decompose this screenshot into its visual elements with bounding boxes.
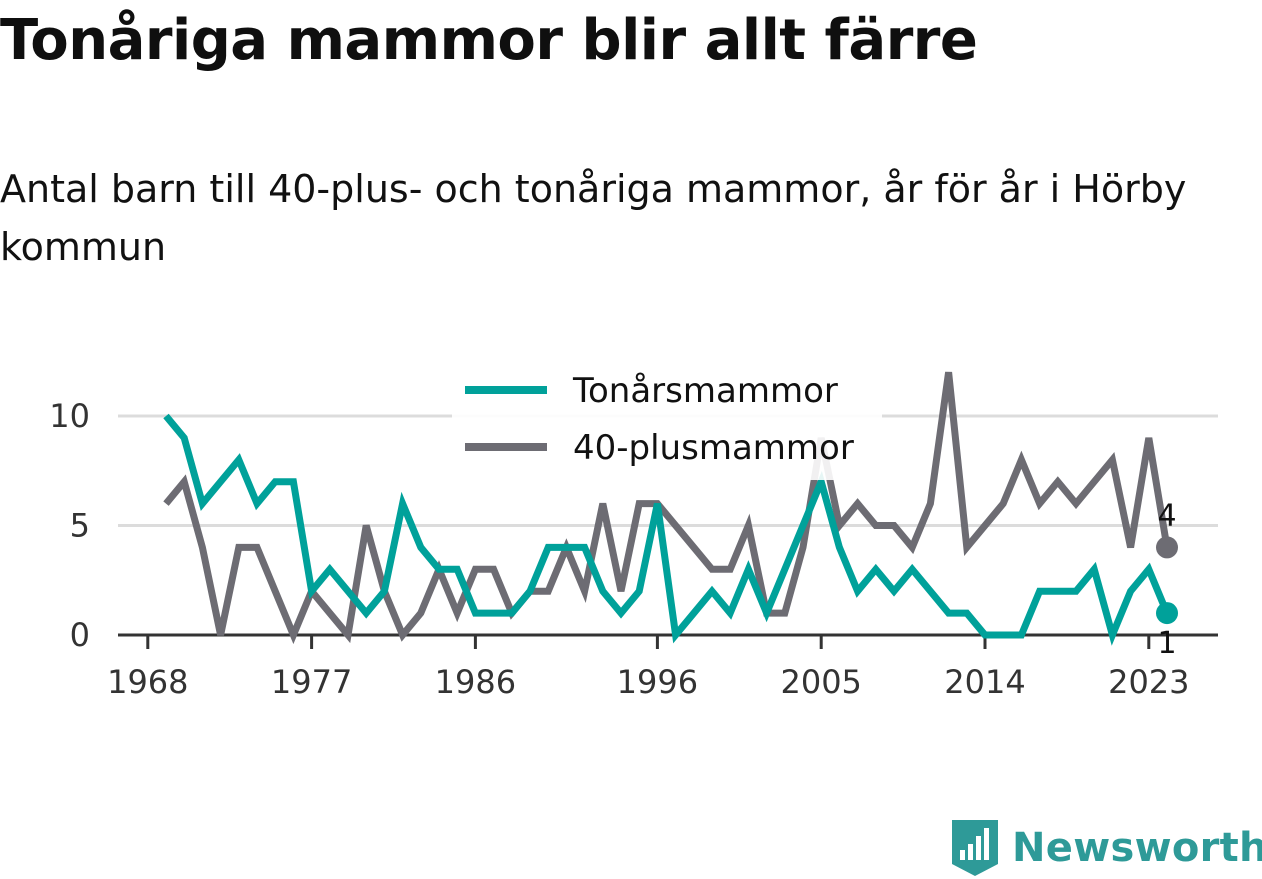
legend: Tonårsmammor 40-plusmammor <box>452 360 882 480</box>
end-marker <box>1156 602 1178 625</box>
legend-background <box>452 360 882 480</box>
end-markers: 14 <box>1156 498 1178 661</box>
end-marker <box>1156 536 1178 559</box>
y-tick-label: 0 <box>70 616 90 654</box>
chart-title: Tonåriga mammor blir allt färre <box>0 8 978 73</box>
series-line-40-plusmammor <box>163 371 1171 645</box>
axes: 0 5 10 1968 1977 1986 1996 2005 2014 2023 <box>49 397 1218 701</box>
x-tick-label: 1977 <box>271 663 352 701</box>
bar-chart-logo-icon <box>952 820 998 876</box>
chart-subtitle: Antal barn till 40-plus- och tonåriga ma… <box>0 167 1187 269</box>
y-tick-label: 10 <box>49 397 90 435</box>
x-tick-label: 1968 <box>107 663 188 701</box>
x-tick-label: 2005 <box>780 663 861 701</box>
legend-label: 40-plusmammor <box>573 428 854 468</box>
brand-name: Newsworthy <box>1012 825 1262 871</box>
brand-logo: Newsworthy <box>950 818 1262 878</box>
series-line-tonarsmammor <box>163 413 1171 646</box>
series-lines <box>163 371 1171 646</box>
legend-label: Tonårsmammor <box>572 371 838 411</box>
x-tick-label: 1996 <box>617 663 698 701</box>
end-label: 1 <box>1157 626 1176 661</box>
x-tick-label: 2014 <box>944 663 1025 701</box>
x-tick-label: 1986 <box>435 663 516 701</box>
x-tick-label: 2023 <box>1108 663 1189 701</box>
end-label: 4 <box>1157 498 1176 533</box>
y-tick-label: 5 <box>70 507 90 545</box>
